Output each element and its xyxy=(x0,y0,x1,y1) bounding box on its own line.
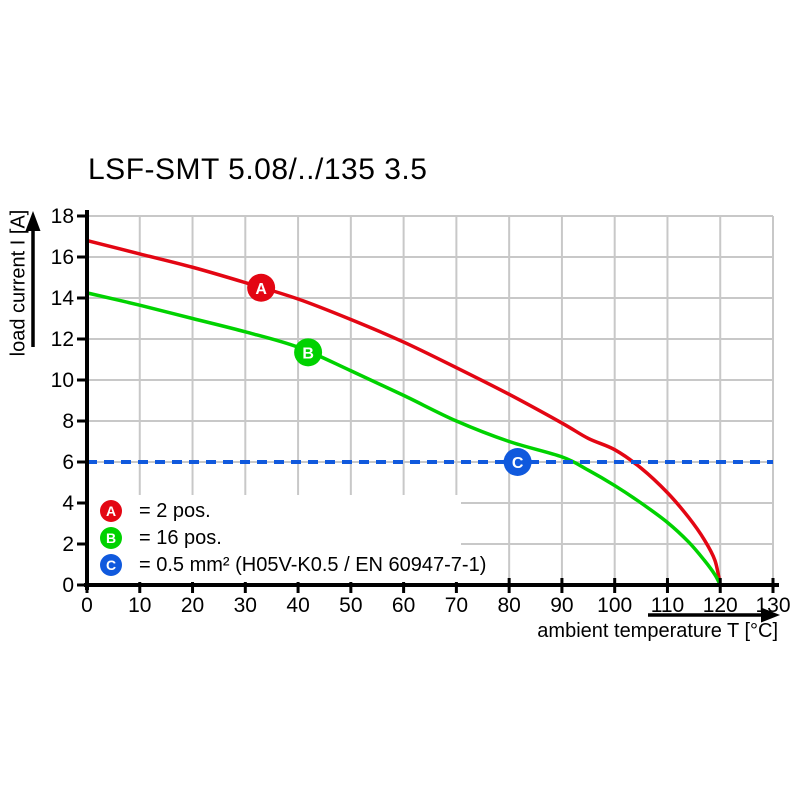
x-tick-label: 70 xyxy=(445,594,468,617)
x-axis-title: ambient temperature T [°C] xyxy=(537,620,778,642)
x-tick-label: 40 xyxy=(286,594,309,617)
legend-marker-b-icon: B xyxy=(100,527,122,549)
curve-marker-letter-a: A xyxy=(255,281,267,298)
x-tick-label: 80 xyxy=(497,594,520,617)
curve-b xyxy=(86,291,722,586)
x-tick-label: 10 xyxy=(128,594,151,617)
y-tick-label: 10 xyxy=(51,369,74,392)
x-tick-label: 30 xyxy=(234,594,257,617)
y-tick-label: 8 xyxy=(62,410,74,433)
curve-a xyxy=(86,238,722,586)
legend-label-b: = 16 pos. xyxy=(139,526,222,549)
legend-label-a: = 2 pos. xyxy=(139,499,211,522)
x-tick-label: 100 xyxy=(597,594,632,617)
x-tick-label: 20 xyxy=(181,594,204,617)
x-tick-label: 50 xyxy=(339,594,362,617)
y-tick-label: 4 xyxy=(62,492,74,515)
x-tick-label: 90 xyxy=(550,594,573,617)
y-tick-label: 2 xyxy=(62,533,74,556)
legend-item-a: A = 2 pos. xyxy=(100,499,461,523)
curve-marker-c xyxy=(503,448,532,476)
curve-marker-letter-b: B xyxy=(302,345,314,362)
y-tick-label: 12 xyxy=(51,328,74,351)
y-tick-label: 18 xyxy=(51,205,74,228)
curve-marker-letter-c: C xyxy=(512,455,524,472)
legend-item-b: B = 16 pos. xyxy=(100,526,461,550)
x-tick-label: 60 xyxy=(392,594,415,617)
y-tick-label: 0 xyxy=(62,574,74,597)
legend-label-c: = 0.5 mm² (H05V-K0.5 / EN 60947-7-1) xyxy=(139,553,487,576)
chart-legend: A = 2 pos. B = 16 pos. C = 0.5 mm² (H05V… xyxy=(89,495,486,582)
x-tick-label: 0 xyxy=(81,594,93,617)
legend-item-c: C = 0.5 mm² (H05V-K0.5 / EN 60947-7-1) xyxy=(100,553,486,577)
y-tick-label: 6 xyxy=(62,451,74,474)
y-axis-arrowhead-icon xyxy=(25,211,41,231)
x-axis-arrowhead-icon xyxy=(761,607,780,623)
y-tick-label: 16 xyxy=(51,246,74,269)
legend-marker-a-icon: A xyxy=(100,500,122,522)
chart-title: LSF-SMT 5.08/../135 3.5 xyxy=(88,153,428,186)
x-tick-label: 110 xyxy=(651,594,684,617)
y-tick-label: 14 xyxy=(51,287,75,310)
x-tick-label: 120 xyxy=(703,594,738,617)
legend-marker-c-icon: C xyxy=(100,554,122,576)
curve-marker-a xyxy=(247,273,276,302)
y-axis-title: load current I [A] xyxy=(7,209,30,357)
curve-marker-b xyxy=(294,338,323,367)
